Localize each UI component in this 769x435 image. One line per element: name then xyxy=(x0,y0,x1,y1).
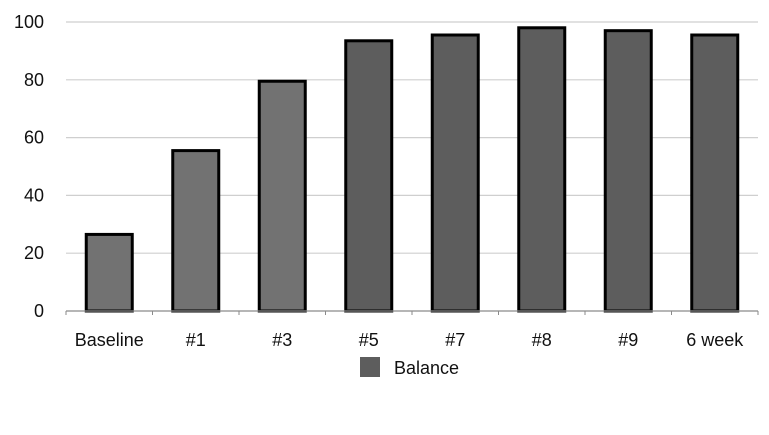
x-tick-label: #1 xyxy=(186,330,206,350)
legend-label: Balance xyxy=(394,358,459,378)
y-tick-label: 100 xyxy=(14,12,44,32)
x-tick-label: #3 xyxy=(272,330,292,350)
legend-swatch xyxy=(360,357,380,377)
x-axis-labels: Baseline #1 #3 #5 #7 #8 #9 6 week xyxy=(75,330,745,350)
x-tick-label: 6 week xyxy=(686,330,744,350)
x-tick-label: #7 xyxy=(445,330,465,350)
y-tick-label: 0 xyxy=(34,301,44,321)
x-axis xyxy=(65,310,759,315)
y-tick-label: 80 xyxy=(24,70,44,90)
y-axis-ticks: 0 20 40 60 80 100 xyxy=(14,12,44,321)
bar xyxy=(171,149,221,313)
bar xyxy=(344,39,394,313)
x-tick-label: #9 xyxy=(618,330,638,350)
gridlines xyxy=(66,21,758,254)
y-tick-label: 60 xyxy=(24,128,44,148)
bar xyxy=(517,26,567,313)
bar xyxy=(690,33,740,313)
bar xyxy=(430,33,480,313)
y-tick-label: 40 xyxy=(24,185,44,205)
legend: Balance xyxy=(360,357,459,378)
x-tick-label: Baseline xyxy=(75,330,144,350)
y-tick-label: 20 xyxy=(24,243,44,263)
x-tick-label: #5 xyxy=(359,330,379,350)
bars xyxy=(84,26,740,313)
x-tick-label: #8 xyxy=(532,330,552,350)
bar xyxy=(84,232,134,313)
bar xyxy=(603,29,653,313)
bar xyxy=(257,79,307,313)
